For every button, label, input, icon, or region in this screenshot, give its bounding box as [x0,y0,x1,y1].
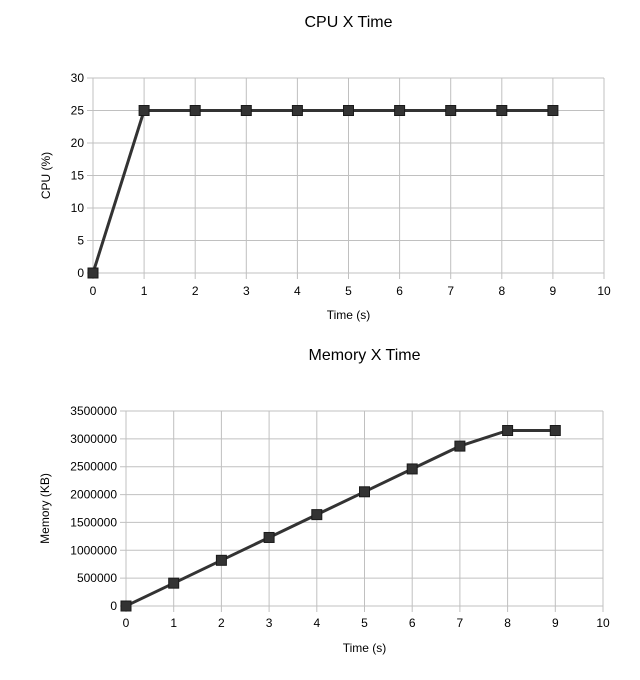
cpu-data-point [496,105,508,116]
cpu-x-tick-label: 1 [141,284,148,298]
cpu-x-tick-label: 5 [345,284,352,298]
cpu-x-tick-label: 2 [192,284,199,298]
memory-x-tick-label: 0 [123,616,130,630]
memory-data-point [549,425,561,436]
cpu-data-point [189,105,201,116]
cpu-data-point [394,105,406,116]
memory-x-tick-label: 10 [596,616,610,630]
cpu-x-tick-label: 3 [243,284,250,298]
cpu-series-line [91,109,553,274]
memory-y-tick-label: 1000000 [70,543,117,557]
cpu-y-tick-label: 30 [71,71,85,85]
cpu-chart-title: CPU X Time [304,14,392,31]
memory-x-tick-label: 5 [361,616,368,630]
memory-x-tick-label: 6 [409,616,416,630]
memory-x-tick-label: 9 [552,616,559,630]
memory-y-tick-label: 2000000 [70,488,117,502]
cpu-data-point [547,105,559,116]
memory-chart: Memory X Time 0 500000 1000000 1500000 200000… [38,347,610,655]
memory-chart-title: Memory X Time [308,347,420,364]
memory-x-tick-label: 2 [218,616,225,630]
cpu-x-tick-label: 6 [396,284,403,298]
memory-y-tick-label: 3500000 [70,404,117,418]
memory-series-line [125,429,556,608]
memory-y-axis-label: Memory (KB) [38,473,52,544]
cpu-y-tick-label: 25 [71,104,85,118]
memory-data-point [359,486,370,498]
cpu-data-point [87,267,99,279]
cpu-chart: CPU X Time 0 5 10 15 20 25 30 0 1 2 3 4 5 6 7 8 9 10 Time (… [39,14,611,322]
cpu-y-tick-label: 5 [77,234,84,248]
cpu-x-tick-label: 4 [294,284,301,298]
memory-data-point [215,554,227,566]
cpu-x-tick-label: 10 [597,284,611,298]
memory-data-point [120,600,132,612]
cpu-y-tick-label: 10 [71,201,85,215]
cpu-y-tick-label: 20 [71,136,85,150]
memory-data-point [454,440,466,452]
cpu-data-point [291,105,303,116]
cpu-y-tick-label: 0 [77,266,84,280]
cpu-x-tick-label: 0 [90,284,97,298]
memory-data-point [406,463,418,475]
memory-x-tick-label: 8 [504,616,511,630]
cpu-x-tick-label: 8 [498,284,505,298]
cpu-data-point [445,105,457,116]
cpu-y-axis-label: CPU (%) [39,152,53,199]
memory-data-point [168,577,180,589]
memory-y-tick-label: 1500000 [70,515,117,529]
cpu-data-point [240,105,252,116]
memory-y-tick-label: 0 [110,599,117,613]
memory-data-point [311,509,323,521]
memory-data-point [502,425,514,436]
cpu-data-point [138,105,150,116]
memory-y-tick-label: 2500000 [70,460,117,474]
memory-gridlines [120,410,604,612]
cpu-x-axis-label: Time (s) [327,308,371,322]
memory-y-tick-label: 3000000 [70,432,117,446]
memory-data-point [263,531,275,543]
memory-x-axis-label: Time (s) [343,641,387,655]
memory-y-tick-label: 500000 [77,571,117,585]
cpu-y-tick-label: 15 [71,169,85,183]
memory-x-tick-label: 4 [313,616,320,630]
cpu-x-tick-label: 9 [550,284,557,298]
cpu-data-point [343,105,354,116]
memory-x-tick-label: 7 [457,616,464,630]
memory-x-tick-label: 1 [170,616,177,630]
memory-x-tick-label: 3 [266,616,273,630]
cpu-x-tick-label: 7 [447,284,454,298]
